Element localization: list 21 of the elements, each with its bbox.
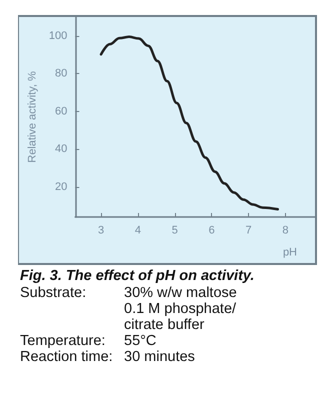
- x-tick-label: 3: [98, 224, 104, 236]
- y-axis-title: Relative activity, %: [26, 71, 38, 163]
- y-tick-label: 40: [55, 143, 68, 156]
- x-tick-label: 7: [246, 224, 252, 236]
- text: Substrate:: [20, 285, 88, 303]
- y-tick-label: 60: [55, 105, 68, 118]
- y-tick-label: 100: [48, 30, 68, 42]
- x-tick-label: 8: [282, 224, 289, 236]
- y-tick-label: 80: [55, 68, 68, 80]
- x-tick-label: 4: [134, 224, 142, 236]
- text: Reaction time:: [20, 349, 114, 365]
- x-axis-title: pH: [282, 246, 298, 258]
- text: 30 minutes: [124, 349, 196, 365]
- x-tick-label: 5: [172, 224, 178, 236]
- y-tick-label: 20: [55, 180, 68, 193]
- text: Fig. 3. The effect of pH on activity.: [20, 268, 256, 284]
- text: 55°C: [124, 333, 158, 349]
- text: Temperature:: [20, 333, 106, 349]
- line-series: [100, 36, 279, 211]
- x-tick-label: 6: [208, 224, 215, 236]
- text: 30% w/w maltose 0.1 M phosphate/ citrate buffer: [124, 285, 238, 333]
